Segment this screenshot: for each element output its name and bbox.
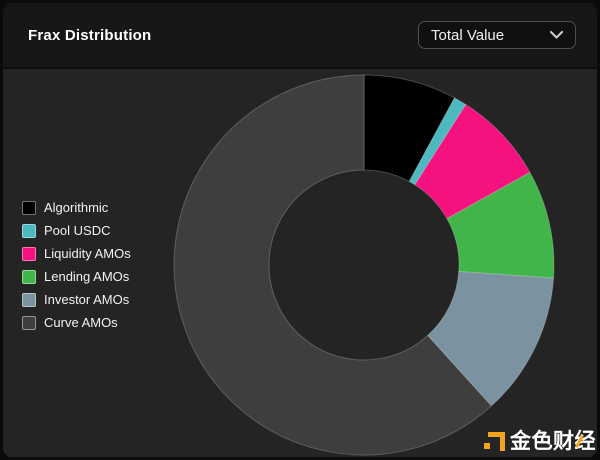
legend-item-lending-amos[interactable]: Lending AMOs <box>22 269 131 284</box>
donut-slice-liquidity-amos[interactable] <box>414 104 531 220</box>
frax-distribution-card: Frax Distribution Total Value Algorithmi… <box>3 3 597 457</box>
legend-swatch <box>22 223 36 238</box>
page-title: Frax Distribution <box>28 26 152 44</box>
legend-item-pool-usdc[interactable]: Pool USDC <box>22 223 131 238</box>
chart-area: Algorithmic Pool USDC Liquidity AMOs Lendin… <box>3 69 597 457</box>
donut-slice-algorithmic[interactable] <box>363 74 455 182</box>
chart-legend: Algorithmic Pool USDC Liquidity AMOs Lendin… <box>22 200 131 330</box>
watermark-accent <box>575 435 584 448</box>
dropdown-selected-value: Total Value <box>431 26 505 44</box>
legend-swatch <box>22 292 36 307</box>
watermark-text: 金色财经 <box>510 430 596 453</box>
legend-swatch <box>22 315 36 330</box>
legend-item-liquidity-amos[interactable]: Liquidity AMOs <box>22 246 131 261</box>
donut-chart[interactable] <box>3 69 597 457</box>
watermark: 金色财经 <box>484 431 596 453</box>
chevron-down-icon <box>550 31 563 39</box>
legend-label: Investor AMOs <box>44 292 130 307</box>
legend-label: Algorithmic <box>44 200 109 215</box>
donut-slice-curve-amos[interactable] <box>173 74 492 456</box>
donut-slice-lending-amos[interactable] <box>446 171 555 279</box>
legend-swatch <box>22 269 36 284</box>
legend-label: Liquidity AMOs <box>44 246 131 261</box>
legend-swatch <box>22 200 36 215</box>
legend-label: Lending AMOs <box>44 269 130 284</box>
legend-label: Curve AMOs <box>44 315 118 330</box>
card-header: Frax Distribution Total Value <box>3 3 597 69</box>
legend-swatch <box>22 246 36 261</box>
legend-item-algorithmic[interactable]: Algorithmic <box>22 200 131 215</box>
donut-slice-investor-amos[interactable] <box>427 271 555 407</box>
legend-item-investor-amos[interactable]: Investor AMOs <box>22 292 131 307</box>
jinse-logo-icon <box>484 431 505 453</box>
legend-label: Pool USDC <box>44 223 111 238</box>
legend-item-curve-amos[interactable]: Curve AMOs <box>22 315 131 330</box>
total-value-dropdown[interactable]: Total Value <box>418 21 576 49</box>
